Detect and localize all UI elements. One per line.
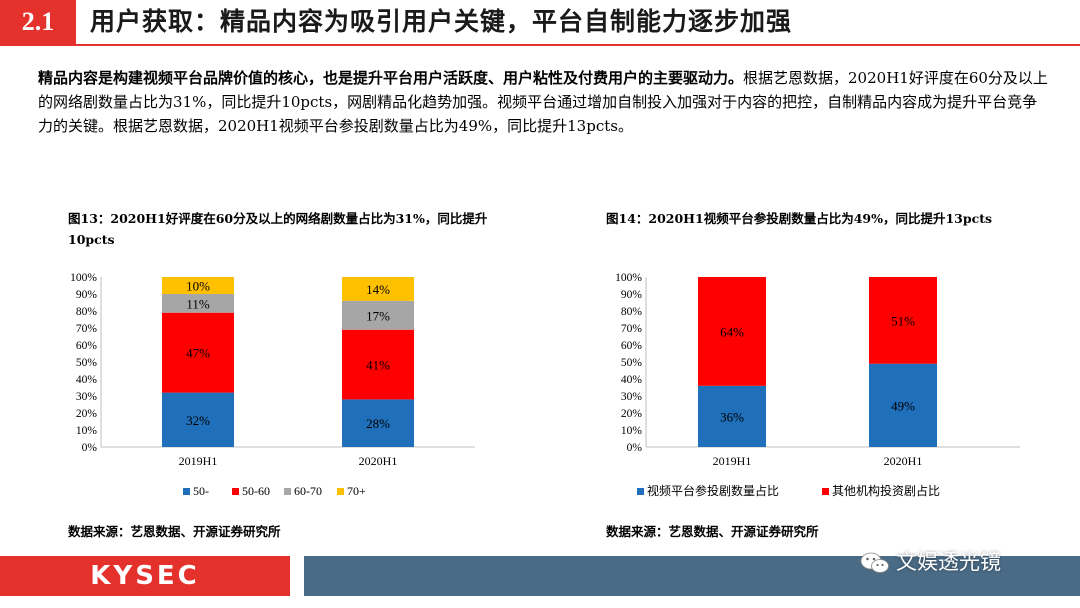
logo-text: KYSEC xyxy=(90,561,200,591)
data-label: 10% xyxy=(186,279,210,294)
legend-swatch xyxy=(183,488,190,495)
data-label: 11% xyxy=(186,296,210,311)
figure14-source: 数据来源：艺恩数据、开源证券研究所 xyxy=(606,524,819,539)
legend-label: 60-70 xyxy=(294,484,322,498)
bar-segment xyxy=(869,277,937,364)
data-label: 28% xyxy=(366,416,390,431)
legend-swatch xyxy=(284,488,291,495)
legend-swatch xyxy=(232,488,239,495)
data-label: 51% xyxy=(891,313,915,328)
intro-lead: 精品内容是构建视频平台品牌价值的核心，也是提升平台用户活跃度、用户粘性及付费用户… xyxy=(38,69,744,87)
data-label: 41% xyxy=(366,358,390,373)
y-tick-label: 30% xyxy=(76,391,98,403)
figure13-source: 数据来源：艺恩数据、开源证券研究所 xyxy=(68,524,281,539)
y-tick-label: 80% xyxy=(621,306,643,318)
y-tick-label: 50% xyxy=(76,357,98,369)
figure14-title: 图14：2020H1视频平台参投剧数量占比为49%，同比提升13pcts xyxy=(606,211,993,226)
bar-segment xyxy=(342,277,414,301)
y-tick-label: 30% xyxy=(621,391,643,403)
bar-segment xyxy=(342,329,414,400)
bar-segment xyxy=(162,392,234,447)
kysec-logo: KYSEC xyxy=(0,556,290,596)
y-tick-label: 50% xyxy=(621,357,643,369)
legend-label: 视频平台参投剧数量占比 xyxy=(647,483,779,498)
legend-label: 其他机构投资剧占比 xyxy=(832,483,940,498)
page-header: 2.1 用户获取：精品内容为吸引用户关键，平台自制能力逐步加强 xyxy=(0,0,1080,46)
y-tick-label: 70% xyxy=(76,323,98,335)
y-tick-label: 10% xyxy=(76,425,98,437)
y-tick-label: 40% xyxy=(621,374,643,386)
y-tick-label: 20% xyxy=(621,408,643,420)
intro-paragraph: 精品内容是构建视频平台品牌价值的核心，也是提升平台用户活跃度、用户粘性及付费用户… xyxy=(38,66,1048,138)
y-tick-label: 100% xyxy=(615,272,642,284)
legend-label: 70+ xyxy=(347,484,366,498)
bar-segment xyxy=(869,363,937,447)
data-label: 49% xyxy=(891,398,915,413)
legend-swatch xyxy=(637,488,644,495)
bar-segment xyxy=(342,399,414,447)
x-tick-label: 2020H1 xyxy=(884,454,923,468)
wechat-icon xyxy=(860,552,889,573)
x-tick-label: 2019H1 xyxy=(713,454,752,468)
y-tick-label: 20% xyxy=(76,408,98,420)
bar-segment xyxy=(698,385,766,447)
y-tick-label: 100% xyxy=(70,272,97,284)
legend-label: 50-60 xyxy=(242,484,270,498)
footer-bar xyxy=(304,556,1080,596)
data-label: 36% xyxy=(720,409,744,424)
section-number: 2.1 xyxy=(0,0,76,44)
y-tick-label: 10% xyxy=(621,425,643,437)
intro-body: 根据艺恩数据，2020H1好评度在60分及以上的网络剧数量占比为31%，同比提升… xyxy=(38,69,1048,135)
data-label: 17% xyxy=(366,308,390,323)
header-divider xyxy=(0,44,1080,46)
figure14-chart: 0% 10% 20% 30% 40% 50% 60% 70% 80% 90% 100% 36% 64% 2… xyxy=(615,272,1020,498)
bar-segment xyxy=(162,312,234,393)
bar-segment xyxy=(698,277,766,386)
x-tick-label: 2020H1 xyxy=(359,454,398,468)
legend-swatch xyxy=(337,488,344,495)
y-tick-label: 60% xyxy=(621,340,643,352)
y-tick-label: 0% xyxy=(82,442,98,454)
watermark: 文娱透光镜 xyxy=(860,544,1001,580)
figure13-title: 图13：2020H1好评度在60分及以上的网络剧数量占比为31%，同比提升10p… xyxy=(68,211,488,247)
data-label: 32% xyxy=(186,413,210,428)
legend-swatch xyxy=(822,488,829,495)
bar-segment xyxy=(162,294,234,313)
data-label: 64% xyxy=(720,324,744,339)
bar-segment xyxy=(342,300,414,330)
x-tick-label: 2019H1 xyxy=(179,454,218,468)
y-tick-label: 90% xyxy=(76,289,98,301)
y-tick-label: 80% xyxy=(76,306,98,318)
y-tick-label: 90% xyxy=(621,289,643,301)
figure13-chart: 0% 10% 20% 30% 40% 50% 60% 70% 80% 90% 100% 32% 47% 1… xyxy=(70,272,475,498)
data-label: 47% xyxy=(186,346,210,361)
y-tick-label: 60% xyxy=(76,340,98,352)
y-tick-label: 70% xyxy=(621,323,643,335)
watermark-text: 文娱透光镜 xyxy=(896,550,1001,574)
y-tick-label: 40% xyxy=(76,374,98,386)
legend-label: 50- xyxy=(193,484,209,498)
bar-segment xyxy=(162,277,234,294)
data-label: 14% xyxy=(366,282,390,297)
y-tick-label: 0% xyxy=(627,442,643,454)
page-title: 用户获取：精品内容为吸引用户关键，平台自制能力逐步加强 xyxy=(90,7,793,36)
